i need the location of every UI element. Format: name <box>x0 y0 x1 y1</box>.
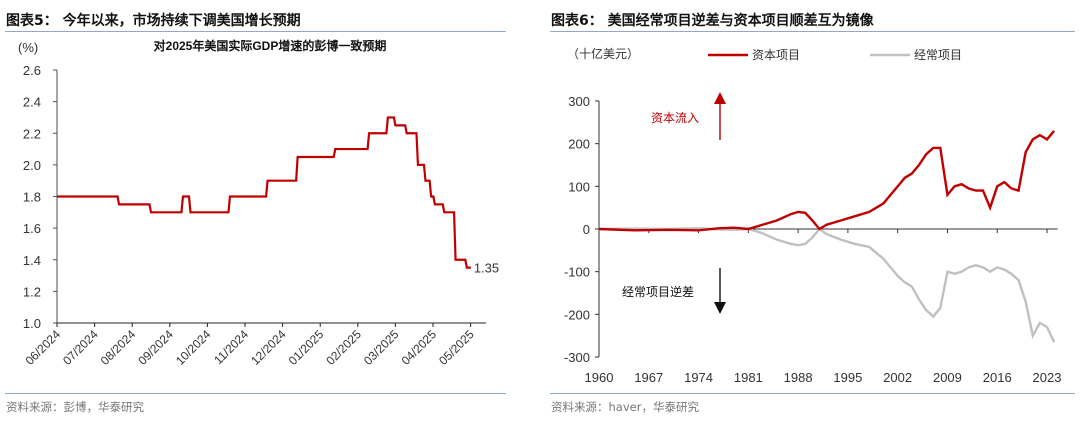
svg-text:04/2025: 04/2025 <box>399 327 440 368</box>
svg-text:06/2024: 06/2024 <box>23 327 64 368</box>
svg-text:2.6: 2.6 <box>23 63 41 78</box>
svg-text:200: 200 <box>568 137 590 152</box>
svg-text:-100: -100 <box>564 265 590 280</box>
legend-capital-label: 资本项目 <box>752 48 800 62</box>
svg-text:1.4: 1.4 <box>23 253 41 268</box>
left-source-rule <box>5 393 506 394</box>
svg-text:2016: 2016 <box>983 370 1012 385</box>
svg-text:2009: 2009 <box>933 370 962 385</box>
left-chart-subtitle: 对2025年美国实际GDP增速的彭博一致预期 <box>154 38 387 53</box>
svg-text:01/2025: 01/2025 <box>286 327 327 368</box>
arrow-down-icon <box>714 268 726 314</box>
svg-text:2.0: 2.0 <box>23 158 41 173</box>
left-title-rule <box>5 31 506 32</box>
svg-text:03/2025: 03/2025 <box>361 327 402 368</box>
svg-text:2002: 2002 <box>883 370 912 385</box>
svg-text:08/2024: 08/2024 <box>98 327 139 368</box>
left-x-axis: 06/202407/202408/202409/202410/202411/20… <box>23 322 486 368</box>
right-source-rule <box>550 393 1075 394</box>
svg-text:0: 0 <box>583 222 590 237</box>
svg-text:1.8: 1.8 <box>23 190 41 205</box>
deficit-annotation: 经常项目逆差 <box>622 284 694 299</box>
svg-text:10/2024: 10/2024 <box>173 327 214 368</box>
svg-text:1960: 1960 <box>585 370 614 385</box>
svg-text:11/2024: 11/2024 <box>211 327 251 367</box>
legend-current-label: 经常项目 <box>914 48 962 62</box>
svg-text:07/2024: 07/2024 <box>60 327 101 368</box>
svg-text:1981: 1981 <box>734 370 763 385</box>
svg-text:1995: 1995 <box>833 370 862 385</box>
svg-text:1.2: 1.2 <box>23 284 41 299</box>
svg-text:-300: -300 <box>564 350 590 365</box>
right-y-axis: -300 -200 -100 0 100 200 300 <box>564 94 600 365</box>
right-unit-label: （十亿美元） <box>567 46 639 61</box>
svg-text:1988: 1988 <box>784 370 813 385</box>
svg-text:2.2: 2.2 <box>23 126 41 141</box>
capital-inflow-annotation: 资本流入 <box>651 111 699 125</box>
left-source: 资料来源：彭博，华泰研究 <box>6 400 144 414</box>
svg-text:100: 100 <box>568 179 590 194</box>
arrow-up-icon <box>714 92 726 140</box>
svg-text:1974: 1974 <box>684 370 713 385</box>
left-y-axis: 1.0 1.2 1.4 1.6 1.8 2.0 2.2 2.4 2.6 <box>23 63 58 331</box>
svg-text:1.0: 1.0 <box>23 316 41 331</box>
svg-text:1.6: 1.6 <box>23 221 41 236</box>
svg-text:09/2024: 09/2024 <box>135 327 176 368</box>
left-figure-title: 图表5： 今年以来，市场持续下调美国增长预期 <box>6 13 301 29</box>
end-value-label: 1.35 <box>474 261 499 276</box>
left-unit-label: (%) <box>18 40 38 55</box>
right-source: 资料来源：haver，华泰研究 <box>551 400 699 414</box>
svg-text:2023: 2023 <box>1033 370 1062 385</box>
svg-text:05/2025: 05/2025 <box>436 327 477 368</box>
svg-text:12/2024: 12/2024 <box>248 327 289 368</box>
right-x-axis: 1960 1967 1974 1981 1988 1995 2002 2009 2016 2023 <box>585 228 1062 385</box>
left-chart: (%) 对2025年美国实际GDP增速的彭博一致预期 1.01.21.41.61… <box>18 38 499 368</box>
svg-text:1967: 1967 <box>634 370 663 385</box>
right-title-rule <box>550 31 1075 32</box>
right-chart: （十亿美元） 资本项目 经常项目 -300-200-1000100200300 … <box>564 46 1062 385</box>
capital-account-line <box>598 130 1056 232</box>
right-figure: 图表6： 美国经常项目逆差与资本项目顺差互为镜像 （十亿美元） 资本项目 经常项… <box>545 0 1080 422</box>
svg-text:-200: -200 <box>564 307 590 322</box>
right-figure-title: 图表6： 美国经常项目逆差与资本项目顺差互为镜像 <box>551 13 874 29</box>
svg-text:02/2025: 02/2025 <box>323 327 364 368</box>
current-account-line <box>598 226 1056 343</box>
left-figure: 图表5： 今年以来，市场持续下调美国增长预期 (%) 对2025年美国实际GDP… <box>5 13 506 414</box>
svg-text:300: 300 <box>568 94 590 109</box>
svg-text:2.4: 2.4 <box>23 95 41 110</box>
gdp-forecast-line <box>57 116 471 269</box>
